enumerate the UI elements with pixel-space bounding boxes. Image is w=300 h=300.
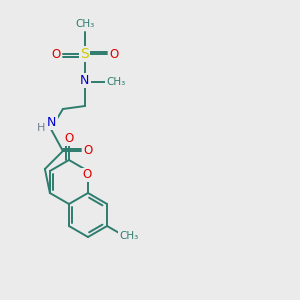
Text: N: N xyxy=(47,116,57,128)
Text: S: S xyxy=(80,47,89,61)
Text: CH₃: CH₃ xyxy=(75,19,94,29)
Text: CH₃: CH₃ xyxy=(106,77,125,87)
Text: N: N xyxy=(80,74,90,86)
Text: H: H xyxy=(37,123,45,133)
Text: O: O xyxy=(109,47,119,61)
Text: O: O xyxy=(83,145,92,158)
Text: CH₃: CH₃ xyxy=(119,231,138,241)
Text: O: O xyxy=(51,47,61,61)
Text: O: O xyxy=(82,169,91,182)
Text: O: O xyxy=(64,132,74,145)
